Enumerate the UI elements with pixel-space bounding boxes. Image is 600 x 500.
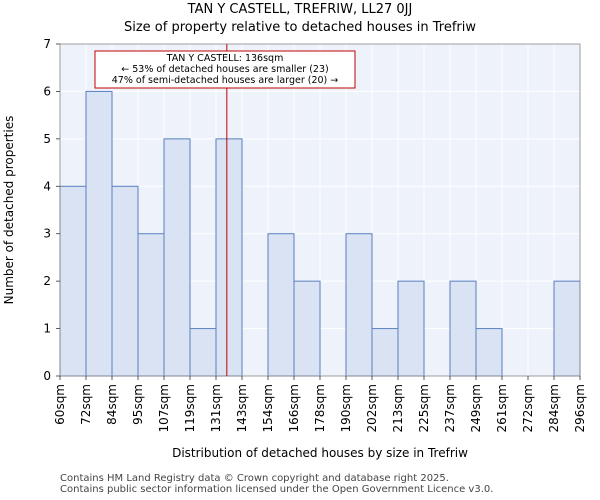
bar <box>163 138 191 377</box>
bar <box>449 280 477 377</box>
x-tick-label: 213sqm <box>391 384 405 432</box>
bar <box>553 280 581 377</box>
bar <box>345 233 373 377</box>
x-tick-label: 72sqm <box>79 384 93 425</box>
bar <box>59 185 87 377</box>
y-tick-label: 1 <box>43 322 51 336</box>
y-tick-label: 2 <box>43 274 51 288</box>
footer-line-2: Contains public sector information licen… <box>60 484 494 495</box>
x-tick-label: 284sqm <box>547 384 561 432</box>
x-tick-label: 272sqm <box>521 384 535 432</box>
bar <box>85 90 113 377</box>
bar <box>137 233 165 377</box>
x-tick-label: 296sqm <box>573 384 587 432</box>
x-tick-label: 107sqm <box>157 384 171 432</box>
x-tick-label: 249sqm <box>469 384 483 432</box>
bar <box>111 185 139 377</box>
x-tick-label: 131sqm <box>209 384 223 432</box>
bar <box>215 138 243 377</box>
x-tick-label: 237sqm <box>443 384 457 432</box>
x-tick-label: 95sqm <box>131 384 145 425</box>
annotation-box <box>94 50 356 89</box>
chart-subtitle: Size of property relative to detached ho… <box>123 20 477 35</box>
annotation-line: 47% of semi-detached houses are larger (… <box>112 75 339 86</box>
bar <box>397 280 425 377</box>
x-tick-label: 166sqm <box>287 384 301 432</box>
bar <box>189 328 217 377</box>
chart-title: TAN Y CASTELL, TREFRIW, LL27 0JJ <box>187 2 413 17</box>
bar <box>267 233 295 377</box>
x-axis-label: Distribution of detached houses by size … <box>172 446 468 460</box>
x-tick-label: 225sqm <box>417 384 431 432</box>
x-tick-label: 202sqm <box>365 384 379 432</box>
y-tick-label: 6 <box>43 84 51 98</box>
y-tick-label: 0 <box>43 369 51 383</box>
x-tick-label: 60sqm <box>53 384 67 425</box>
footer-line-1: Contains HM Land Registry data © Crown c… <box>60 473 449 484</box>
annotation-line: TAN Y CASTELL: 136sqm <box>166 53 284 64</box>
x-tick-label: 84sqm <box>105 384 119 425</box>
x-tick-label: 178sqm <box>313 384 327 432</box>
bar <box>475 328 503 377</box>
annotation-line: ← 53% of detached houses are smaller (23… <box>121 64 328 75</box>
x-tick-label: 154sqm <box>261 384 275 432</box>
bar <box>371 328 399 377</box>
x-tick-label: 143sqm <box>235 384 249 432</box>
y-tick-label: 5 <box>43 132 51 146</box>
y-tick-label: 7 <box>43 37 51 51</box>
x-tick-label: 190sqm <box>339 384 353 432</box>
y-tick-label: 3 <box>43 227 51 241</box>
y-axis-label: Number of detached properties <box>2 116 16 305</box>
x-tick-label: 261sqm <box>495 384 509 432</box>
bar <box>293 280 321 377</box>
y-tick-label: 4 <box>43 179 51 193</box>
x-tick-label: 119sqm <box>183 384 197 432</box>
